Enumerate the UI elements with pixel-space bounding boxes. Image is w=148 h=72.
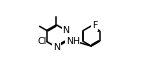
Text: Cl: Cl [37, 37, 46, 46]
Text: NH: NH [66, 37, 80, 46]
Text: F: F [92, 21, 97, 30]
Text: N: N [62, 26, 70, 35]
Text: N: N [53, 43, 60, 52]
